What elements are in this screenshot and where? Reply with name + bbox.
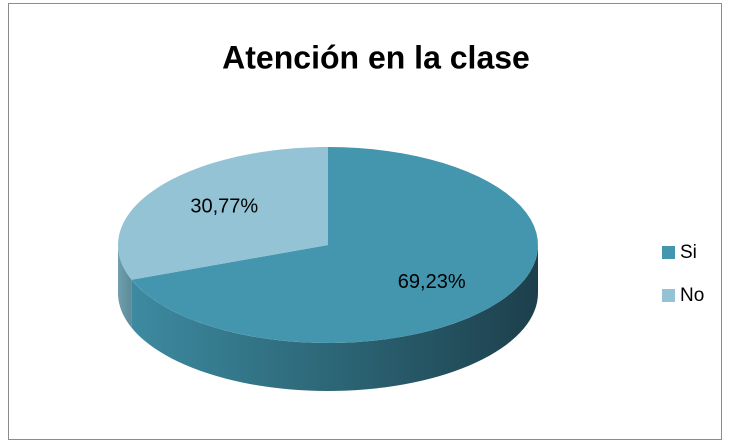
legend-label: Si [680, 242, 697, 263]
chart-title: Atención en la clase [222, 39, 530, 75]
legend-swatch [662, 289, 675, 302]
pie-slice [118, 147, 328, 280]
pie-side [118, 245, 132, 328]
data-label: 69,23% [398, 271, 466, 293]
pie-side [131, 245, 538, 391]
pie-slice [131, 147, 538, 343]
legend-swatch [662, 246, 675, 259]
legend-label: No [680, 285, 704, 306]
data-label: 30,77% [190, 195, 258, 217]
